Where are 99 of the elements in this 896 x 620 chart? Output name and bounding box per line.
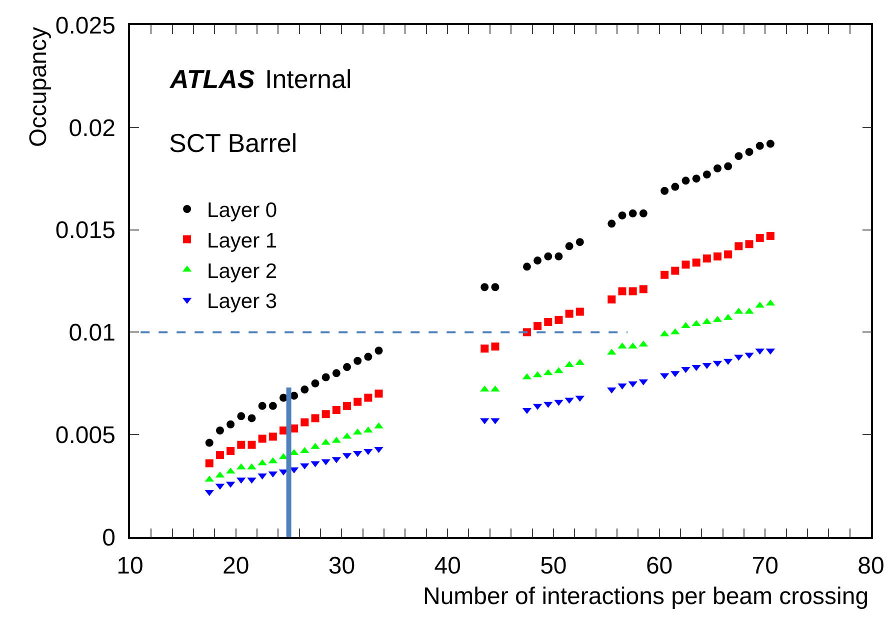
point	[692, 174, 700, 183]
point	[639, 209, 648, 218]
point	[660, 270, 669, 279]
point	[354, 398, 362, 406]
point	[300, 418, 309, 426]
point	[480, 344, 489, 353]
point	[258, 434, 266, 443]
point	[756, 234, 764, 242]
annotation: SCT Barrel	[169, 128, 298, 158]
point	[279, 394, 288, 402]
point	[671, 182, 680, 191]
point	[682, 260, 690, 269]
point	[522, 262, 531, 271]
point	[766, 140, 774, 148]
point	[745, 148, 754, 156]
point	[565, 242, 574, 250]
point	[364, 394, 372, 402]
x-axis-title: Number of interactions per beam crossing	[423, 583, 869, 610]
point	[618, 287, 626, 296]
point	[480, 283, 489, 292]
point	[374, 390, 383, 398]
x-tick-label: 20	[222, 552, 250, 580]
legend-label: Layer 0	[207, 199, 278, 222]
y-tick-label: 0	[102, 524, 116, 552]
point	[745, 240, 754, 248]
annotation: Internal	[265, 64, 352, 94]
point	[734, 242, 743, 250]
point	[628, 287, 637, 296]
point	[618, 211, 626, 220]
point	[205, 459, 214, 468]
point	[311, 414, 320, 422]
point	[237, 440, 246, 449]
point	[205, 438, 214, 447]
y-axis-title: Occupancy	[25, 26, 52, 148]
y-tick-label: 0.01	[68, 320, 116, 347]
y-tick-label: 0.025	[55, 12, 116, 40]
point	[544, 318, 552, 326]
point	[724, 250, 732, 258]
point	[682, 176, 690, 185]
point	[237, 412, 246, 420]
point	[248, 414, 256, 422]
point	[268, 402, 277, 410]
point	[756, 142, 764, 150]
point	[322, 410, 330, 418]
point	[702, 254, 711, 262]
point	[714, 164, 722, 172]
y-tick-label: 0.02	[68, 114, 116, 142]
point	[491, 342, 500, 351]
point	[608, 295, 616, 304]
legend-label: Layer 1	[207, 229, 278, 252]
point	[534, 322, 542, 330]
point	[343, 363, 352, 372]
point	[354, 356, 362, 365]
point	[639, 285, 648, 294]
point	[714, 252, 722, 260]
annotation: ATLAS	[169, 64, 256, 94]
point	[534, 256, 542, 265]
x-tick-label: 70	[752, 552, 778, 580]
point	[300, 386, 309, 394]
point	[671, 266, 680, 275]
point	[554, 316, 563, 324]
point	[374, 346, 383, 355]
point	[258, 402, 266, 410]
point	[268, 432, 277, 441]
point	[248, 440, 256, 449]
legend-label: Layer 2	[207, 260, 278, 283]
point	[554, 252, 563, 260]
point	[734, 152, 743, 160]
point	[311, 379, 320, 388]
x-tick-label: 10	[116, 552, 144, 580]
x-tick-label: 80	[858, 552, 884, 580]
point	[766, 232, 774, 240]
point	[364, 352, 372, 361]
point	[702, 170, 711, 178]
point	[576, 238, 584, 246]
point	[343, 402, 352, 410]
point	[608, 220, 616, 228]
x-tick-label: 50	[540, 552, 567, 580]
point	[724, 162, 732, 170]
point	[226, 446, 235, 455]
point	[491, 283, 500, 292]
point	[226, 420, 235, 428]
point	[692, 258, 700, 267]
point	[216, 426, 224, 434]
x-tick-label: 60	[646, 552, 673, 580]
point	[322, 373, 330, 382]
point	[660, 186, 669, 195]
legend-label: Layer 3	[207, 290, 278, 314]
point	[628, 209, 637, 218]
point	[576, 308, 584, 316]
y-tick-label: 0.005	[55, 422, 116, 449]
y-tick-label: 0.015	[55, 217, 116, 244]
point	[332, 406, 340, 414]
x-tick-label: 30	[328, 552, 356, 580]
x-tick-label: 40	[434, 552, 461, 580]
point	[544, 252, 552, 260]
point	[332, 369, 340, 378]
point	[216, 451, 224, 460]
point	[565, 310, 574, 318]
